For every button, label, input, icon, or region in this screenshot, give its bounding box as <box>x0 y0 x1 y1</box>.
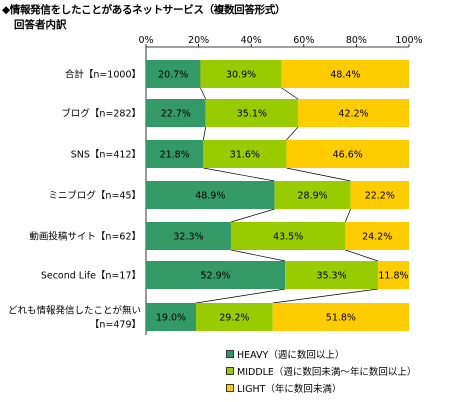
bar-segment <box>146 222 231 250</box>
category-label: 合計【n=1000】 <box>65 69 141 81</box>
bar-segment <box>350 181 409 209</box>
series-connector-line <box>202 126 207 141</box>
x-tick-label: 100% <box>395 35 422 46</box>
data-label: 30.9% <box>226 70 256 81</box>
series-connector-line <box>272 288 379 304</box>
chart-subtitle: 回答者内訳 <box>14 19 67 31</box>
chart-title: ◆情報発信をしたことがあるネットサービス（複数回答形式） <box>2 4 286 16</box>
bar-segment <box>146 261 286 289</box>
data-label: 20.7% <box>158 70 188 81</box>
bar-segment <box>146 181 275 209</box>
bar-segment <box>285 261 378 289</box>
chart-legend: HEAVY（週に数回以上） MIDDLE（週に数回未満〜年に数回以上） LIGHT（… <box>226 345 416 396</box>
data-label: 11.8% <box>378 271 408 282</box>
bar-segment <box>298 99 409 127</box>
series-connector-line <box>230 208 275 223</box>
series-connector-line <box>200 87 207 100</box>
bar-segment <box>146 99 206 127</box>
category-label: 【n=479】 <box>90 320 141 331</box>
bar-segment <box>345 222 409 250</box>
data-label: 42.2% <box>338 109 368 120</box>
category-label: 動画投稿サイト【n=62】 <box>29 231 141 243</box>
bar-segment <box>146 303 196 331</box>
category-label: どれも情報発信したことが無い <box>8 305 141 317</box>
legend-swatch <box>226 366 234 375</box>
x-tick-label: 20% <box>188 35 209 46</box>
data-label: 35.3% <box>316 271 346 282</box>
data-label: 31.6% <box>230 150 260 161</box>
bar-segment <box>200 60 282 88</box>
data-label: 29.2% <box>219 313 249 324</box>
data-label: 22.7% <box>161 109 191 120</box>
bar-segment <box>205 99 299 127</box>
data-label: 28.9% <box>298 191 328 202</box>
category-label: Second Life【n=17】 <box>41 271 141 282</box>
legend-item: LIGHT（年に数回未満） <box>226 379 416 396</box>
legend-label: LIGHT（年に数回未満） <box>237 383 342 395</box>
legend-item: HEAVY（週に数回以上） <box>226 345 416 362</box>
series-connector-line <box>203 167 275 182</box>
series-connector-line <box>230 249 286 262</box>
x-tick-label: 80% <box>346 35 367 46</box>
bar-segment <box>195 303 273 331</box>
series-connector-line <box>281 87 299 100</box>
bar-segment <box>274 181 351 209</box>
x-tick-label: 60% <box>293 35 314 46</box>
legend-label: HEAVY（週に数回以上） <box>237 349 345 361</box>
series-connector-line <box>345 249 379 262</box>
data-label: 51.8% <box>326 313 356 324</box>
legend-item: MIDDLE（週に数回未満〜年に数回以上） <box>226 362 416 379</box>
series-connector-line <box>345 208 351 223</box>
series-connector-line <box>195 288 286 304</box>
data-label: 48.9% <box>195 191 225 202</box>
x-tick-label: 0% <box>138 35 153 46</box>
series-connector-line <box>286 167 351 182</box>
data-label: 22.2% <box>365 191 395 202</box>
data-label: 35.1% <box>237 109 267 120</box>
legend-swatch <box>226 383 234 392</box>
category-label: ミニブログ【n=45】 <box>48 190 141 202</box>
data-label: 43.5% <box>273 232 303 243</box>
bar-segment <box>286 140 409 168</box>
x-tick-label: 40% <box>241 35 262 46</box>
bar-segment <box>230 222 346 250</box>
data-label: 48.4% <box>330 70 360 81</box>
bar-segment <box>272 303 409 331</box>
legend-swatch <box>226 349 234 358</box>
data-label: 21.8% <box>160 150 190 161</box>
category-label: ブログ【n=282】 <box>61 108 141 120</box>
bar-segment <box>146 60 201 88</box>
bar-segment <box>281 60 409 88</box>
data-label: 32.3% <box>173 232 203 243</box>
bar-segment <box>377 261 409 289</box>
series-connector-line <box>286 126 299 141</box>
data-label: 24.2% <box>362 232 392 243</box>
data-label: 52.9% <box>200 271 230 282</box>
stacked-bar-chart: 0% 20% 40% 60% 80% 100% 20.7% 30.9% 48.4% 合計【n=10… <box>8 35 423 335</box>
legend-label: MIDDLE（週に数回未満〜年に数回以上） <box>237 366 417 378</box>
bar-segment <box>203 140 287 168</box>
data-label: 46.6% <box>333 150 363 161</box>
bar-segment <box>146 140 204 168</box>
data-label: 19.0% <box>156 313 186 324</box>
category-label: SNS【n=412】 <box>71 150 141 161</box>
